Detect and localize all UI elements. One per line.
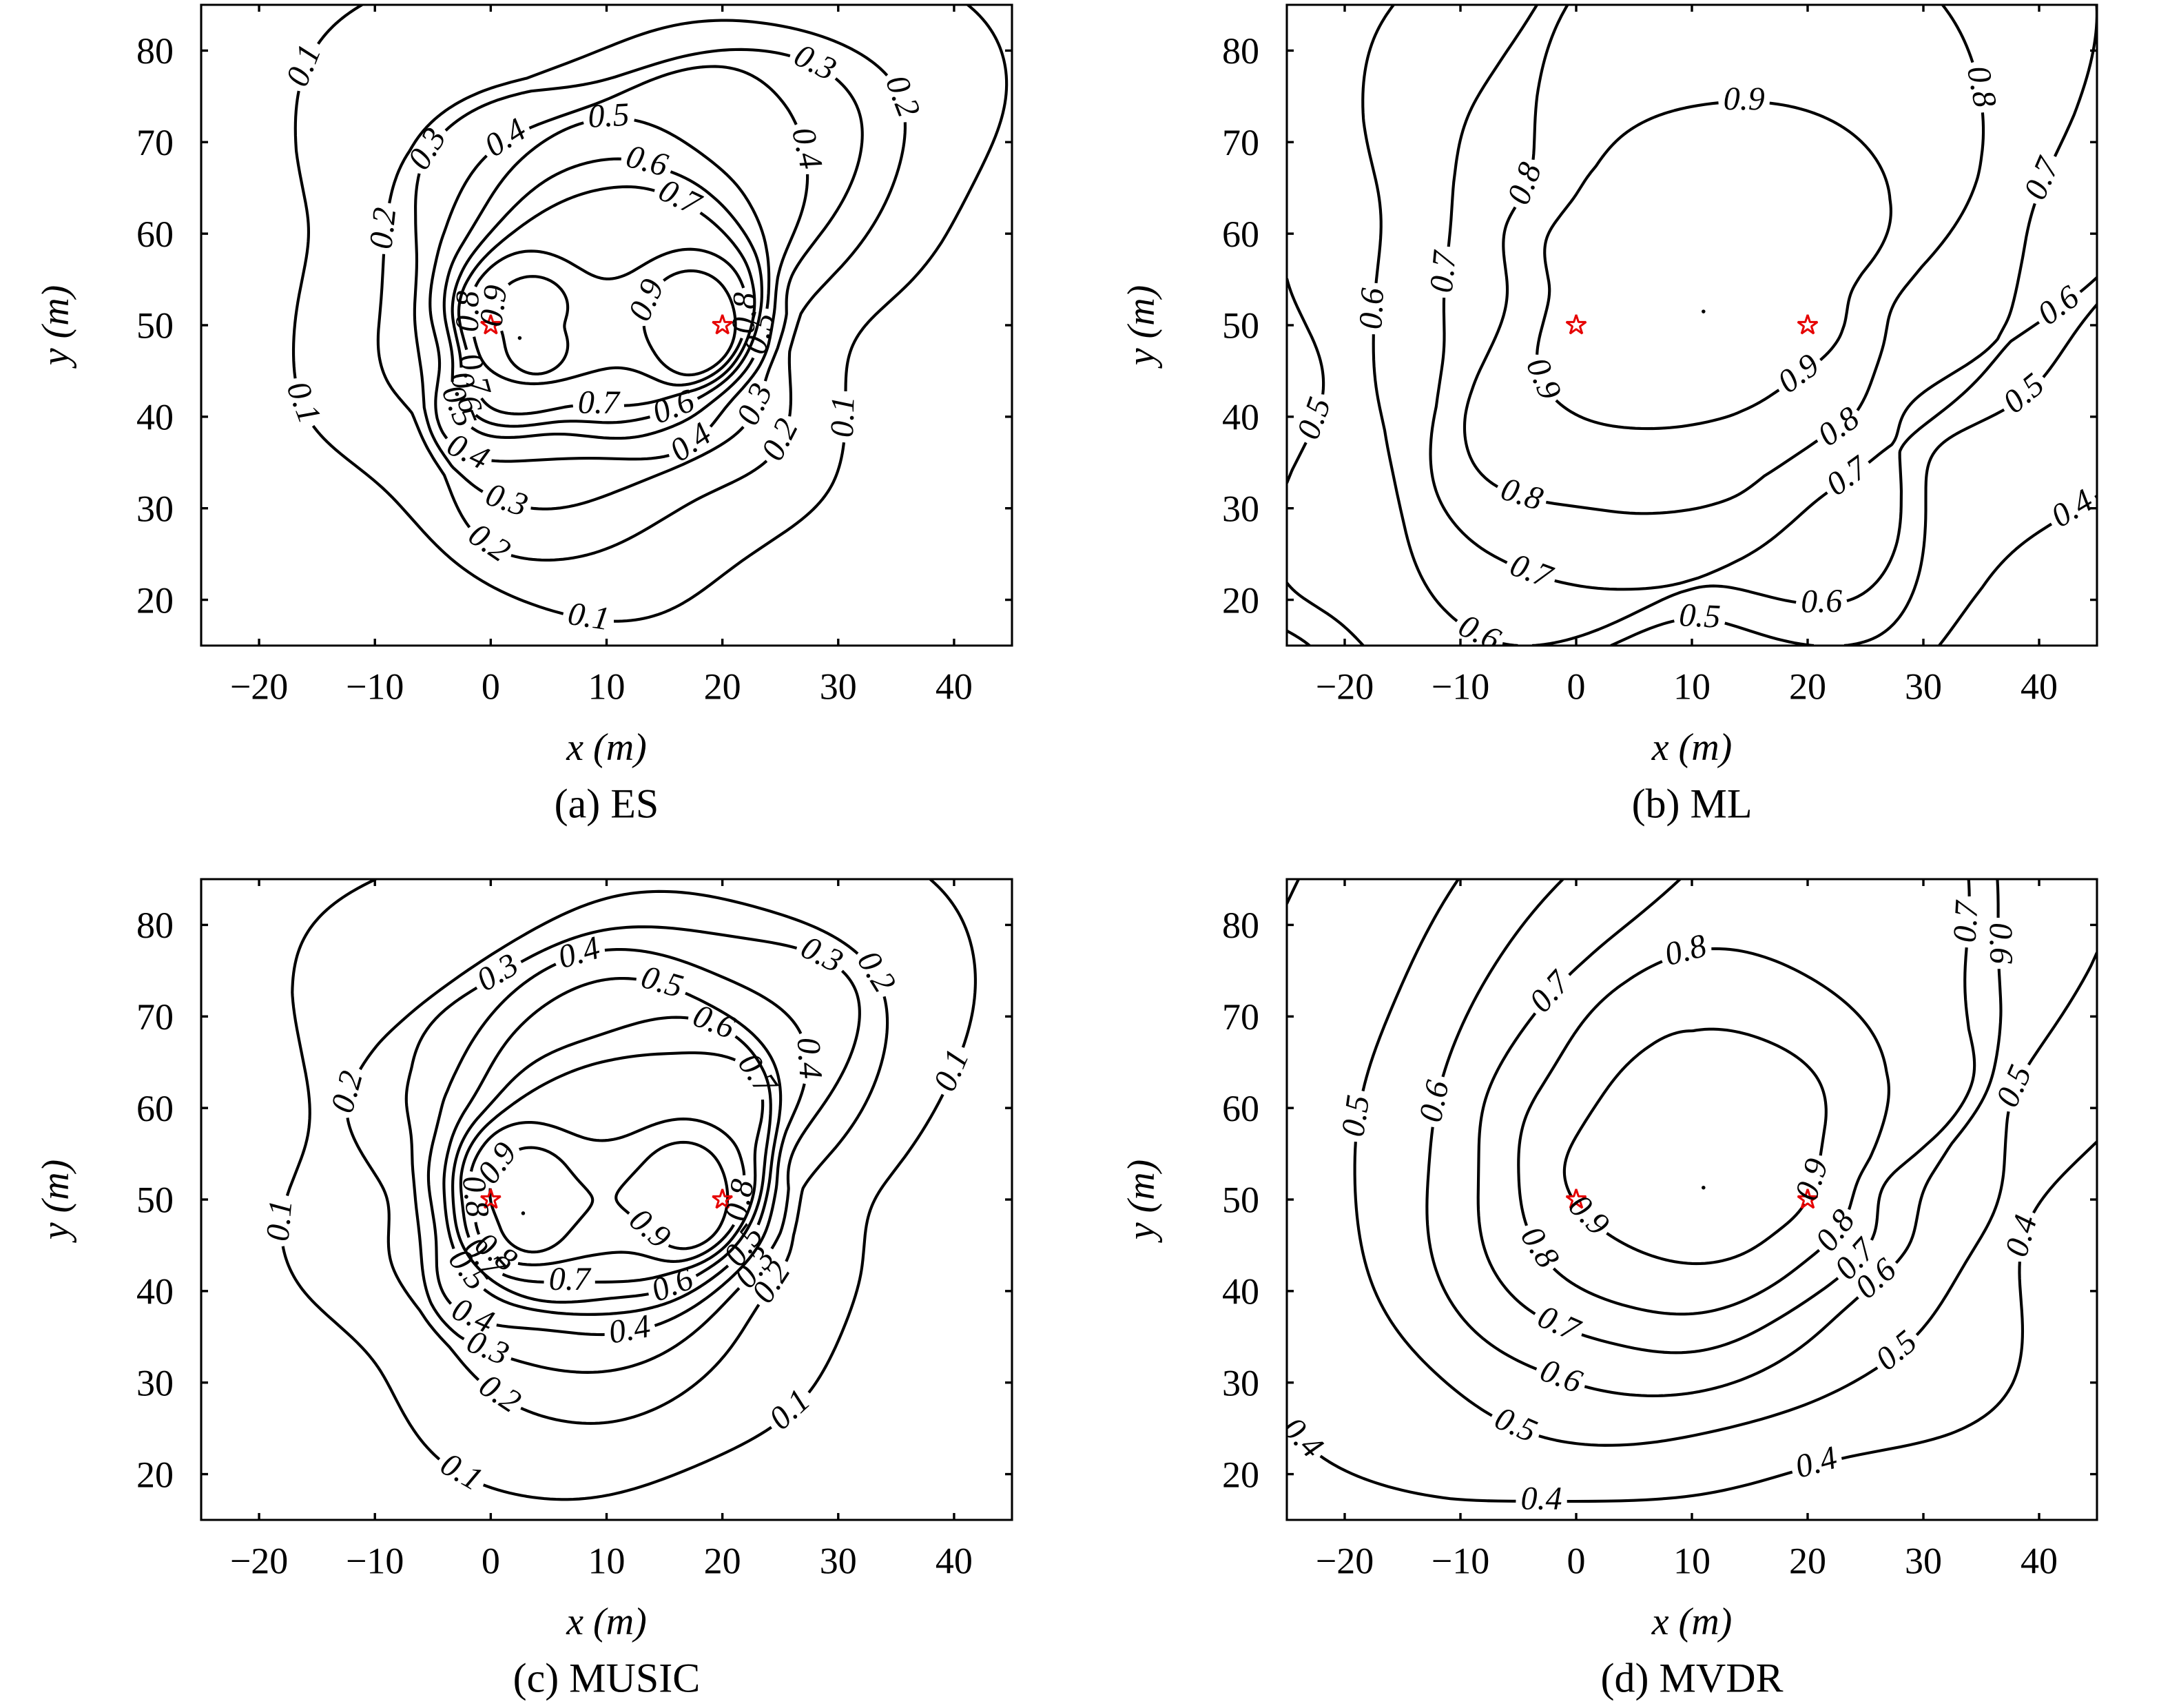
svg-text:40: 40 bbox=[936, 1540, 973, 1581]
svg-text:−20: −20 bbox=[230, 1540, 288, 1581]
svg-text:y (m): y (m) bbox=[34, 285, 77, 369]
svg-text:0: 0 bbox=[1567, 666, 1586, 707]
svg-text:10: 10 bbox=[1673, 666, 1711, 707]
svg-text:80: 80 bbox=[1222, 905, 1259, 946]
svg-text:0.5: 0.5 bbox=[1678, 597, 1721, 635]
svg-text:0.1: 0.1 bbox=[259, 1198, 299, 1242]
svg-text:y (m): y (m) bbox=[1120, 285, 1163, 369]
svg-text:40: 40 bbox=[1222, 397, 1259, 438]
svg-text:(d) MVDR: (d) MVDR bbox=[1601, 1655, 1784, 1700]
svg-text:50: 50 bbox=[1222, 1180, 1259, 1221]
svg-text:40: 40 bbox=[136, 397, 174, 438]
svg-text:40: 40 bbox=[2021, 1540, 2058, 1581]
svg-text:0.8: 0.8 bbox=[717, 1176, 761, 1224]
svg-text:0.4: 0.4 bbox=[1521, 1480, 1562, 1516]
svg-text:0.2: 0.2 bbox=[362, 206, 403, 251]
svg-text:0.4: 0.4 bbox=[790, 1036, 829, 1080]
svg-text:−10: −10 bbox=[1432, 666, 1489, 707]
svg-text:x (m): x (m) bbox=[566, 1601, 647, 1643]
svg-text:0.8: 0.8 bbox=[455, 1174, 496, 1219]
svg-text:0.5: 0.5 bbox=[587, 96, 630, 135]
svg-text:0.9: 0.9 bbox=[1724, 81, 1765, 117]
svg-text:−10: −10 bbox=[346, 666, 404, 707]
svg-text:−10: −10 bbox=[1432, 1540, 1489, 1581]
svg-text:30: 30 bbox=[820, 666, 857, 707]
svg-text:0.9: 0.9 bbox=[473, 283, 514, 329]
svg-text:0.6: 0.6 bbox=[1352, 287, 1391, 331]
svg-text:70: 70 bbox=[136, 996, 174, 1038]
svg-text:−20: −20 bbox=[1316, 1540, 1374, 1581]
svg-text:20: 20 bbox=[1789, 1540, 1826, 1581]
svg-text:40: 40 bbox=[1222, 1271, 1259, 1313]
svg-text:(a) ES: (a) ES bbox=[555, 781, 659, 826]
svg-text:10: 10 bbox=[588, 666, 626, 707]
svg-text:30: 30 bbox=[136, 1362, 174, 1403]
svg-text:0.7: 0.7 bbox=[1423, 248, 1464, 294]
svg-text:20: 20 bbox=[1222, 579, 1259, 621]
svg-text:0.8: 0.8 bbox=[725, 291, 763, 334]
svg-text:0.6: 0.6 bbox=[1412, 1078, 1456, 1125]
svg-text:(c) MUSIC: (c) MUSIC bbox=[513, 1655, 701, 1700]
svg-text:0.8: 0.8 bbox=[1960, 63, 2004, 110]
svg-text:30: 30 bbox=[1905, 1540, 1942, 1581]
svg-text:0.6: 0.6 bbox=[1983, 923, 2020, 965]
svg-text:60: 60 bbox=[136, 1088, 174, 1129]
svg-text:(b) ML: (b) ML bbox=[1632, 781, 1753, 826]
svg-text:10: 10 bbox=[588, 1540, 626, 1581]
svg-text:0.8: 0.8 bbox=[449, 291, 486, 333]
svg-text:20: 20 bbox=[1222, 1454, 1259, 1495]
svg-text:30: 30 bbox=[1905, 666, 1942, 707]
svg-text:70: 70 bbox=[1222, 996, 1259, 1038]
svg-text:60: 60 bbox=[1222, 1088, 1259, 1129]
svg-text:50: 50 bbox=[1222, 305, 1259, 347]
svg-text:0.1: 0.1 bbox=[824, 395, 862, 438]
svg-text:x (m): x (m) bbox=[566, 726, 647, 769]
svg-text:0.7: 0.7 bbox=[1946, 899, 1985, 944]
svg-text:0: 0 bbox=[482, 666, 500, 707]
svg-text:0.6: 0.6 bbox=[1801, 583, 1843, 620]
svg-text:20: 20 bbox=[136, 1454, 174, 1495]
svg-text:20: 20 bbox=[1789, 666, 1826, 707]
svg-text:30: 30 bbox=[1222, 488, 1259, 529]
svg-text:0: 0 bbox=[482, 1540, 500, 1581]
svg-text:0: 0 bbox=[1567, 1540, 1586, 1581]
svg-text:x (m): x (m) bbox=[1651, 726, 1733, 769]
svg-text:20: 20 bbox=[704, 666, 741, 707]
svg-text:40: 40 bbox=[2021, 666, 2058, 707]
svg-text:y (m): y (m) bbox=[1120, 1160, 1163, 1244]
svg-text:30: 30 bbox=[820, 1540, 857, 1581]
svg-text:40: 40 bbox=[136, 1271, 174, 1313]
svg-text:20: 20 bbox=[704, 1540, 741, 1581]
svg-text:−20: −20 bbox=[1316, 666, 1374, 707]
svg-text:0.5: 0.5 bbox=[1334, 1093, 1376, 1139]
svg-text:80: 80 bbox=[1222, 30, 1259, 72]
svg-text:80: 80 bbox=[136, 30, 174, 72]
svg-text:20: 20 bbox=[136, 579, 174, 621]
svg-text:0.7: 0.7 bbox=[578, 384, 621, 420]
svg-text:80: 80 bbox=[136, 905, 174, 946]
svg-text:70: 70 bbox=[136, 122, 174, 163]
svg-text:0.1: 0.1 bbox=[566, 595, 612, 637]
svg-text:0.4: 0.4 bbox=[606, 1308, 653, 1351]
svg-text:10: 10 bbox=[1673, 1540, 1711, 1581]
svg-text:50: 50 bbox=[136, 1180, 174, 1221]
svg-text:60: 60 bbox=[1222, 214, 1259, 255]
svg-text:0.7: 0.7 bbox=[549, 1261, 592, 1297]
svg-text:−20: −20 bbox=[230, 666, 288, 707]
svg-text:40: 40 bbox=[936, 666, 973, 707]
svg-text:30: 30 bbox=[136, 488, 174, 529]
svg-text:x (m): x (m) bbox=[1651, 1601, 1733, 1643]
svg-text:−10: −10 bbox=[346, 1540, 404, 1581]
svg-text:30: 30 bbox=[1222, 1362, 1259, 1403]
svg-text:y (m): y (m) bbox=[34, 1160, 77, 1244]
svg-text:0.4: 0.4 bbox=[785, 124, 829, 172]
svg-text:50: 50 bbox=[136, 305, 174, 347]
svg-text:70: 70 bbox=[1222, 122, 1259, 163]
svg-text:60: 60 bbox=[136, 214, 174, 255]
